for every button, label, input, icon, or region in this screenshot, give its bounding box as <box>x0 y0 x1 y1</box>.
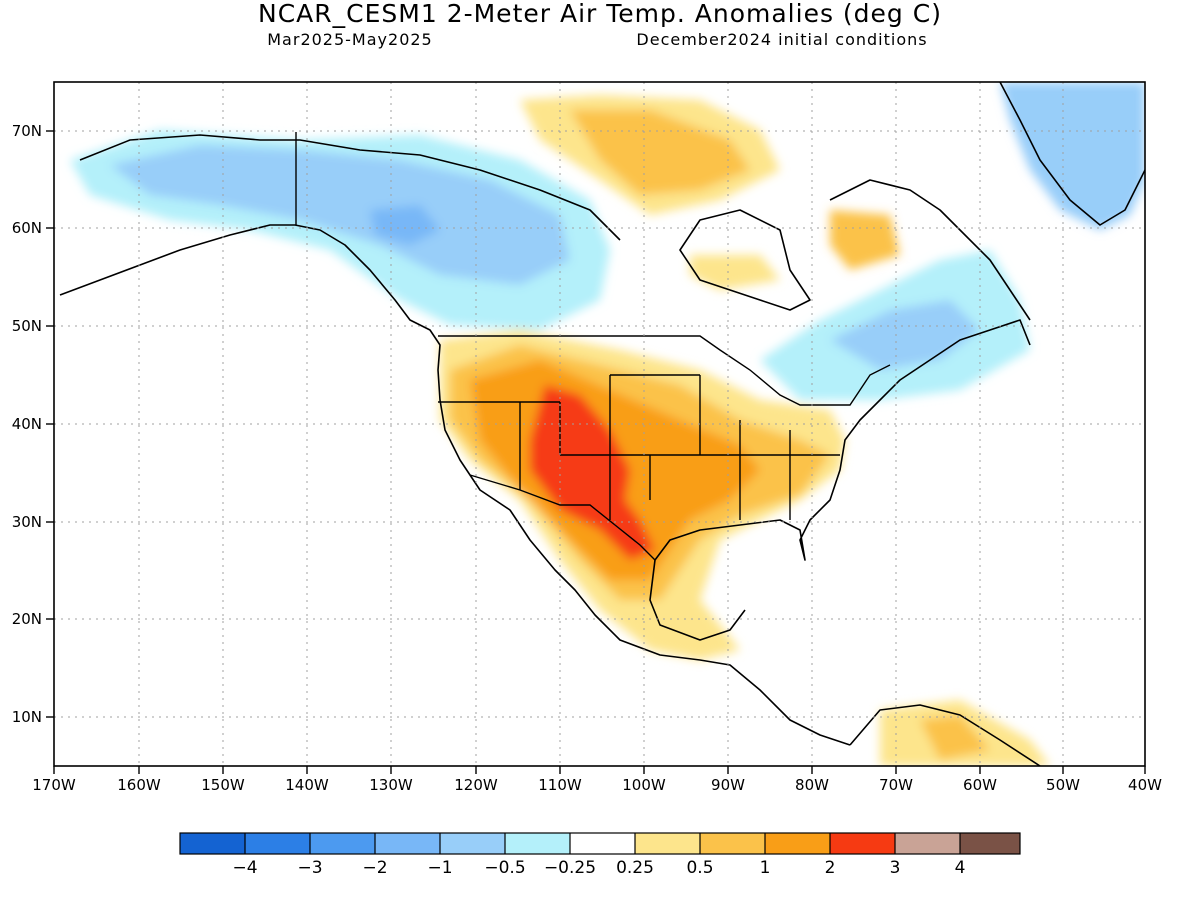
latitude-labels: 70N 60N 50N 40N 30N 20N 10N <box>12 122 42 726</box>
coastline-gulf <box>654 319 1031 561</box>
lon-label: 40W <box>1128 776 1162 794</box>
colorbar-label: −1 <box>427 858 452 878</box>
hot-anomaly-region-southwest <box>530 385 655 560</box>
lon-label: 80W <box>795 776 829 794</box>
lon-label: 100W <box>622 776 666 794</box>
lat-label: 70N <box>12 122 42 140</box>
lon-label: 160W <box>117 776 161 794</box>
colorbar: −4 −3 −2 −1 −0.5 −0.25 0.25 0.5 1 2 3 4 <box>179 832 1021 878</box>
colorbar-swatch <box>895 833 960 854</box>
lat-label: 10N <box>12 708 42 726</box>
colorbar-label: 0.5 <box>686 858 713 878</box>
lon-label: 50W <box>1046 776 1080 794</box>
colorbar-label: 4 <box>955 858 966 878</box>
colorbar-swatch <box>700 833 765 854</box>
anomaly-shading <box>59 82 1145 766</box>
lon-label: 120W <box>454 776 498 794</box>
colorbar-swatch <box>765 833 830 854</box>
lat-label: 40N <box>12 415 42 433</box>
cold-anomaly-region-greenland <box>1000 82 1145 230</box>
coastline-labrador <box>829 179 1031 321</box>
colorbar-label: 1 <box>760 858 771 878</box>
longitude-labels: 170W 160W 150W 140W 130W 120W 110W 100W … <box>32 776 1162 794</box>
coastline-alaska <box>59 224 851 746</box>
initial-conditions: December2024 initial conditions <box>636 30 927 49</box>
coastline-south-america <box>849 704 1041 766</box>
colorbar-swatch <box>635 833 700 854</box>
colorbar-swatch <box>505 833 570 854</box>
lon-label: 130W <box>369 776 413 794</box>
map-title: NCAR_CESM1 2-Meter Air Temp. Anomalies (… <box>258 0 942 28</box>
coastline-greenland <box>999 82 1145 226</box>
warm-anomaly-region-hudson <box>690 255 780 290</box>
lon-label: 170W <box>32 776 76 794</box>
colorbar-label: 3 <box>890 858 901 878</box>
colorbar-label: −4 <box>232 858 257 878</box>
colorbar-label: 2 <box>825 858 836 878</box>
colorbar-swatch <box>180 833 245 854</box>
warm-anomaly-core-south-america <box>920 715 990 760</box>
lon-label: 60W <box>963 776 997 794</box>
axis-tick-marks <box>46 130 1146 774</box>
border-us-canada <box>438 335 891 406</box>
colorbar-label: −0.25 <box>544 858 596 878</box>
colorbar-swatch <box>960 833 1020 854</box>
colorbar-swatch <box>375 833 440 854</box>
coastline-hudson-bay <box>679 209 811 311</box>
lon-label: 70W <box>879 776 913 794</box>
warm-anomaly-region-labrador <box>830 210 900 270</box>
coastline-arctic <box>79 134 621 241</box>
cold-anomaly-region-alaska <box>110 145 570 285</box>
lon-label: 140W <box>285 776 329 794</box>
colorbar-label: −2 <box>362 858 387 878</box>
colorbar-swatch <box>310 833 375 854</box>
colorbar-label: −3 <box>297 858 322 878</box>
lat-label: 50N <box>12 317 42 335</box>
lon-label: 90W <box>711 776 745 794</box>
border-state-lines <box>438 374 840 520</box>
colorbar-swatch <box>570 833 635 854</box>
colorbar-swatch <box>830 833 895 854</box>
coastline-mexico-east <box>649 559 746 641</box>
lat-label: 30N <box>12 513 42 531</box>
lat-label: 20N <box>12 610 42 628</box>
graticule <box>54 82 1145 766</box>
map-panel: 170W 160W 150W 140W 130W 120W 110W 100W … <box>12 81 1162 794</box>
lon-label: 150W <box>201 776 245 794</box>
cold-core-region-yukon <box>370 205 440 245</box>
colorbar-swatch <box>245 833 310 854</box>
colorbar-label: −0.5 <box>484 858 525 878</box>
coastlines <box>59 82 1145 766</box>
political-borders <box>295 132 891 561</box>
colorbar-swatch <box>440 833 505 854</box>
forecast-period: Mar2025-May2025 <box>267 30 432 49</box>
colorbar-label: 0.25 <box>616 858 654 878</box>
lat-label: 60N <box>12 219 42 237</box>
lon-label: 110W <box>538 776 582 794</box>
